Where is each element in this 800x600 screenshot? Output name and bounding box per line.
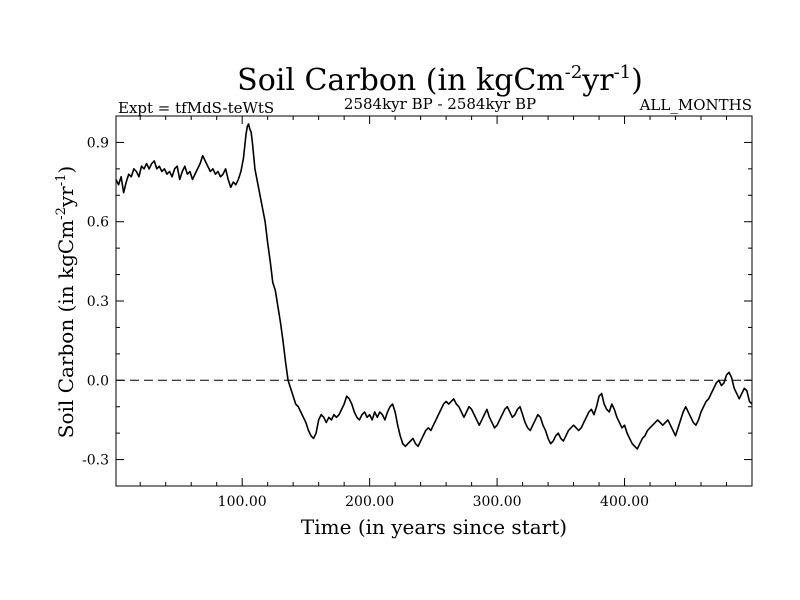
- x-tick-label: 100.00: [218, 494, 267, 510]
- months-label: ALL_MONTHS: [639, 96, 752, 114]
- x-tick-label: 200.00: [345, 494, 394, 510]
- tick-labels-layer: 100.00 200.00 300.00 400.00 0.9 0.6 0.3 0.0 -0.3: [82, 135, 649, 510]
- y-tick-label: 0.6: [87, 215, 109, 231]
- y-tick-label: -0.3: [82, 453, 109, 469]
- series-line-soil-carbon: [115, 123, 753, 450]
- y-tick-label: 0.0: [87, 373, 109, 389]
- y-tick-label: 0.9: [87, 135, 109, 151]
- period-label: 2584kyr BP - 2584kyr BP: [344, 95, 536, 113]
- x-tick-label: 300.00: [473, 494, 522, 510]
- chart-title: Soil Carbon (in kgCm-2yr-1): [237, 62, 643, 98]
- y-axis-label: Soil Carbon (in kgCm-2yr-1): [54, 166, 78, 438]
- x-tick-label: 400.00: [600, 494, 649, 510]
- x-axis-label: Time (in years since start): [301, 515, 567, 539]
- expt-label: Expt = tfMdS-teWtS: [118, 99, 274, 117]
- y-tick-label: 0.3: [87, 294, 109, 310]
